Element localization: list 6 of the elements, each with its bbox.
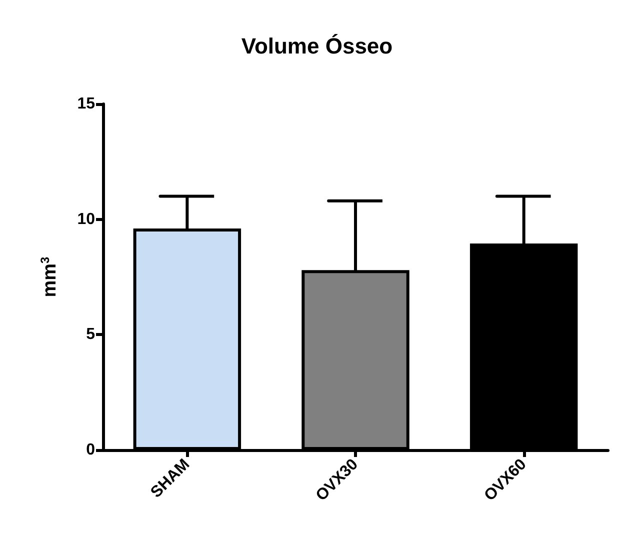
y-tick-label: 10 [77,210,96,228]
y-axis-title: mm3 [38,256,60,298]
y-tick-label: 5 [86,326,96,344]
y-tick-label: 15 [77,96,96,112]
y-tick-label: 0 [86,442,96,458]
chart-title: Volume Ósseo [241,34,393,58]
